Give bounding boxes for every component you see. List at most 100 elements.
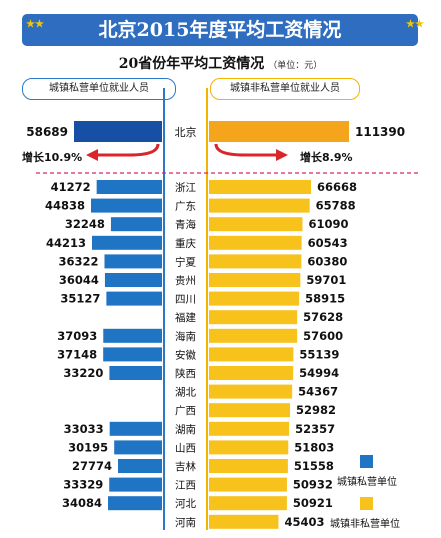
bar-nonprivate — [209, 198, 310, 213]
value-label-nonprivate: 55139 — [299, 347, 339, 361]
highlight-nonprivate-value: 111390 — [355, 125, 405, 139]
value-label-private: 33220 — [63, 366, 103, 380]
bar-private — [109, 421, 162, 436]
bar-nonprivate — [209, 384, 293, 399]
value-label-nonprivate: 66668 — [317, 180, 357, 194]
left-series-header: 城镇私营单位就业人员 — [22, 78, 176, 100]
bar-highlight-nonprivate — [209, 121, 349, 142]
unit-label: （单位：元） — [268, 61, 323, 71]
category-label: 河南 — [175, 516, 196, 529]
category-label: 宁夏 — [175, 255, 196, 268]
bar-private — [110, 217, 162, 232]
bar-nonprivate — [209, 440, 289, 455]
legend-label-private: 城镇私营单位 — [337, 475, 397, 488]
category-label: 福建 — [175, 311, 196, 324]
value-label-nonprivate: 58915 — [305, 292, 345, 306]
category-label: 安徽 — [175, 348, 196, 361]
category-label: 湖北 — [175, 387, 196, 399]
category-label: 海南 — [175, 330, 196, 343]
value-label-nonprivate: 57628 — [303, 310, 343, 324]
bar-nonprivate — [209, 366, 294, 380]
growth-label-right: 增长8.9% — [300, 150, 353, 164]
bar-nonprivate — [209, 235, 302, 250]
value-label-private: 44838 — [45, 199, 85, 213]
value-label-nonprivate: 54994 — [299, 366, 339, 380]
category-label: 河北 — [175, 498, 196, 510]
growth-arrow-right-head — [276, 149, 288, 161]
bar-nonprivate — [209, 514, 279, 529]
value-label-nonprivate: 52357 — [295, 422, 335, 436]
bar-private — [106, 291, 162, 306]
bar-private — [118, 459, 162, 473]
value-label-private: 34084 — [62, 496, 102, 510]
value-label-nonprivate: 51558 — [294, 459, 334, 473]
value-label-nonprivate: 50921 — [293, 496, 333, 510]
bar-nonprivate — [209, 217, 303, 232]
category-label: 广东 — [175, 200, 196, 213]
legend-swatch-private — [360, 455, 373, 468]
value-label-private: 37148 — [57, 347, 97, 361]
value-label-private: 32248 — [65, 217, 105, 231]
value-label-nonprivate: 51803 — [294, 440, 334, 454]
bar-nonprivate — [209, 459, 288, 473]
value-label-nonprivate: 52982 — [296, 403, 336, 417]
value-label-nonprivate: 50932 — [293, 478, 333, 492]
right-series-header: 城镇非私营单位就业人员 — [210, 78, 360, 100]
value-label-private: 33329 — [63, 478, 103, 492]
category-label: 山西 — [175, 442, 196, 454]
bar-nonprivate — [209, 328, 298, 343]
bar-nonprivate — [209, 403, 291, 418]
value-label-private: 33033 — [64, 422, 104, 436]
highlight-category-label: 北京 — [175, 125, 197, 139]
value-label-nonprivate: 60543 — [308, 236, 348, 250]
bar-nonprivate — [209, 180, 311, 194]
value-label-private: 35127 — [60, 292, 100, 306]
value-label-private: 27774 — [72, 459, 112, 473]
value-label-nonprivate: 60380 — [307, 254, 347, 268]
legend-label-nonprivate: 城镇非私营单位 — [330, 517, 400, 530]
bar-private — [109, 477, 162, 492]
value-label-private: 30195 — [68, 440, 108, 454]
bar-nonprivate — [209, 496, 287, 511]
growth-arrow-left — [98, 143, 160, 157]
bar-highlight-private — [74, 121, 162, 142]
value-label-nonprivate: 57600 — [303, 329, 343, 343]
bar-private — [91, 198, 162, 213]
chart-subtitle: 20省份年平均工资情况 （单位：元） — [0, 53, 441, 73]
category-label: 浙江 — [175, 182, 196, 194]
category-label: 青海 — [175, 218, 196, 231]
bar-nonprivate — [209, 273, 301, 287]
bar-nonprivate — [209, 347, 294, 362]
bar-nonprivate — [209, 291, 300, 306]
page-title: 北京2015年度平均工资情况 — [98, 19, 342, 41]
bar-private — [108, 496, 162, 511]
value-label-private: 41272 — [51, 180, 91, 194]
bar-private — [91, 235, 162, 250]
category-label: 广西 — [175, 405, 196, 417]
bar-nonprivate — [209, 254, 302, 269]
value-label-nonprivate: 65788 — [316, 199, 356, 213]
growth-arrow-left-head — [86, 149, 98, 161]
bar-private — [104, 273, 162, 287]
value-label-nonprivate: 59701 — [306, 273, 346, 287]
bar-private — [109, 366, 162, 380]
bar-private — [103, 347, 162, 362]
category-label: 江西 — [175, 480, 196, 492]
bar-nonprivate — [209, 310, 298, 325]
value-label-nonprivate: 61090 — [308, 217, 348, 231]
growth-arrow-right — [214, 143, 276, 157]
category-label: 贵州 — [175, 274, 196, 287]
category-label: 重庆 — [175, 237, 196, 250]
value-label-private: 44213 — [46, 236, 86, 250]
category-label: 陕西 — [175, 367, 196, 380]
value-label-nonprivate: 45403 — [284, 515, 324, 529]
highlight-private-value: 58689 — [26, 125, 68, 139]
growth-label-left: 增长10.9% — [22, 150, 82, 164]
value-label-nonprivate: 54367 — [298, 385, 338, 399]
title-banner: ★★ 北京2015年度平均工资情况 ★★ — [22, 14, 424, 46]
subtitle-text: 20省份年平均工资情况 — [118, 56, 265, 72]
category-label: 湖南 — [175, 423, 196, 436]
bar-private — [114, 440, 162, 455]
category-label: 吉林 — [175, 460, 196, 473]
